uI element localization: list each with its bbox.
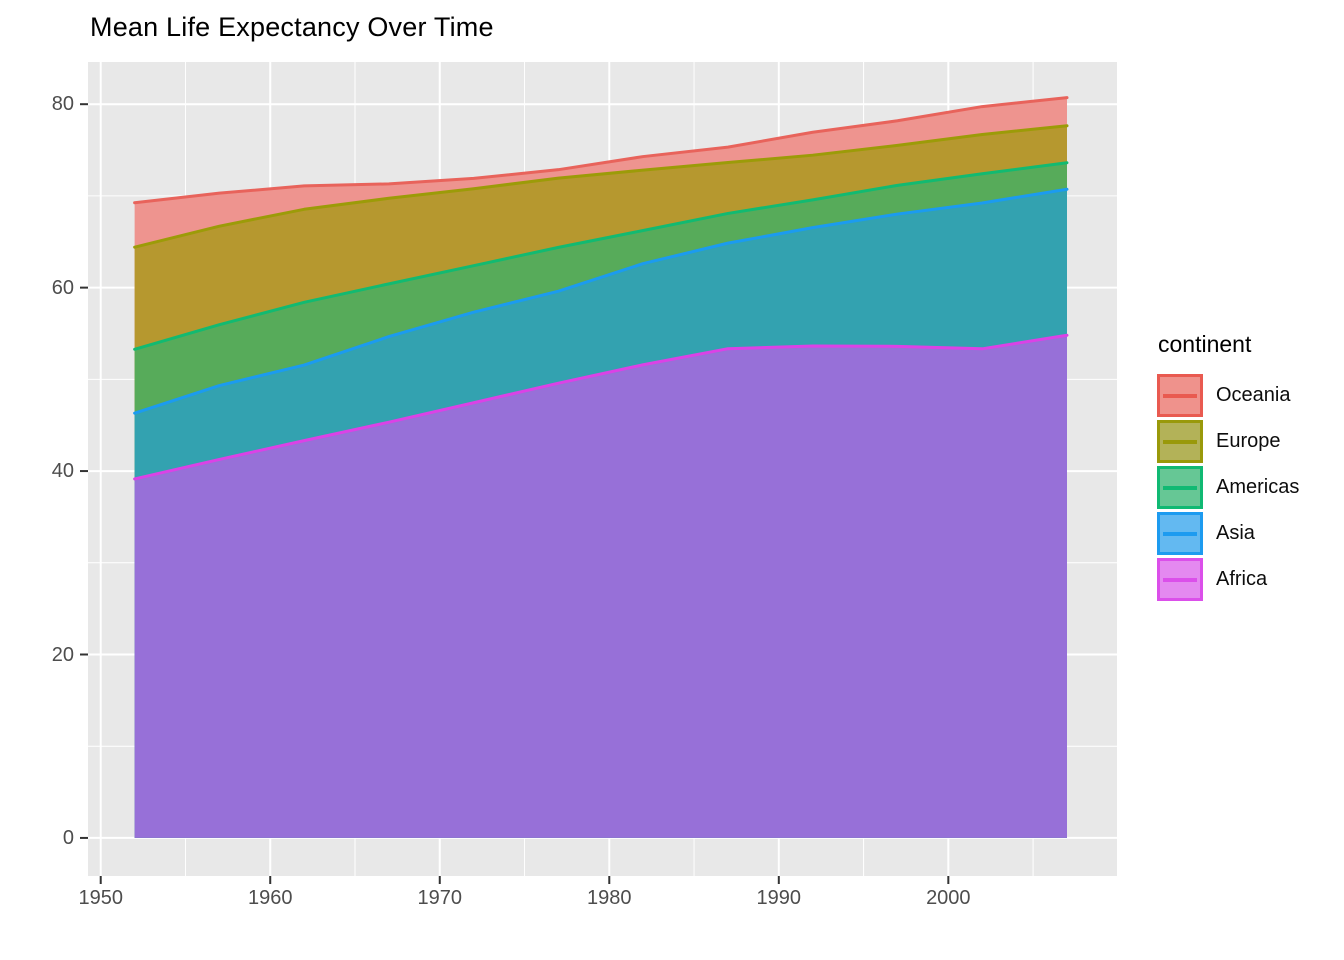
area-top-line-africa (133, 333, 1069, 481)
legend-key-line (1163, 439, 1197, 444)
x-axis-tick-label: 1950 (78, 887, 123, 909)
legend-item-europe: Europe (1157, 420, 1299, 463)
legend-item-asia: Asia (1157, 512, 1299, 555)
area-top-line-oceania (133, 96, 1069, 205)
legend-key-line (1163, 485, 1197, 490)
legend-key-line (1163, 531, 1197, 536)
legend-item-africa: Africa (1157, 558, 1299, 601)
legend-item-label: Oceania (1216, 384, 1291, 406)
legend-key-swatch (1157, 466, 1203, 509)
x-axis-tick-label: 1970 (417, 887, 463, 909)
x-axis-tick-label: 1990 (756, 887, 802, 909)
legend-item-label: Americas (1216, 476, 1300, 498)
y-axis-tick-label: 40 (51, 460, 74, 483)
legend-key-line (1163, 577, 1197, 582)
legend-key-line (1163, 393, 1197, 398)
area-top-line-americas (133, 161, 1069, 351)
legend: continent Oceania Europe Americas Asia A… (1157, 331, 1299, 604)
legend-key-swatch (1157, 558, 1203, 601)
legend-item-label: Africa (1216, 568, 1268, 590)
legend-key-swatch (1157, 420, 1203, 463)
legend-key-swatch (1157, 512, 1203, 555)
x-axis-tick-label: 1980 (587, 887, 632, 909)
y-axis-tick-label: 20 (51, 643, 74, 666)
legend-item-oceania: Oceania (1157, 374, 1299, 417)
legend-item-label: Asia (1216, 522, 1255, 544)
x-axis-tick-label: 1960 (247, 887, 293, 909)
area-top-line-asia (133, 187, 1069, 415)
y-axis-tick-label: 0 (62, 826, 74, 849)
y-axis-tick-label: 80 (51, 93, 74, 116)
legend-item-americas: Americas (1157, 466, 1299, 509)
y-axis-tick-label: 60 (51, 276, 74, 299)
x-axis-tick-label: 2000 (926, 887, 971, 909)
legend-title: continent (1158, 331, 1252, 357)
legend-item-label: Europe (1216, 430, 1281, 452)
legend-key-swatch (1157, 374, 1203, 417)
area-top-line-europe (133, 124, 1069, 249)
area-africa (134, 335, 1067, 838)
chart-title: Mean Life Expectancy Over Time (90, 12, 494, 42)
